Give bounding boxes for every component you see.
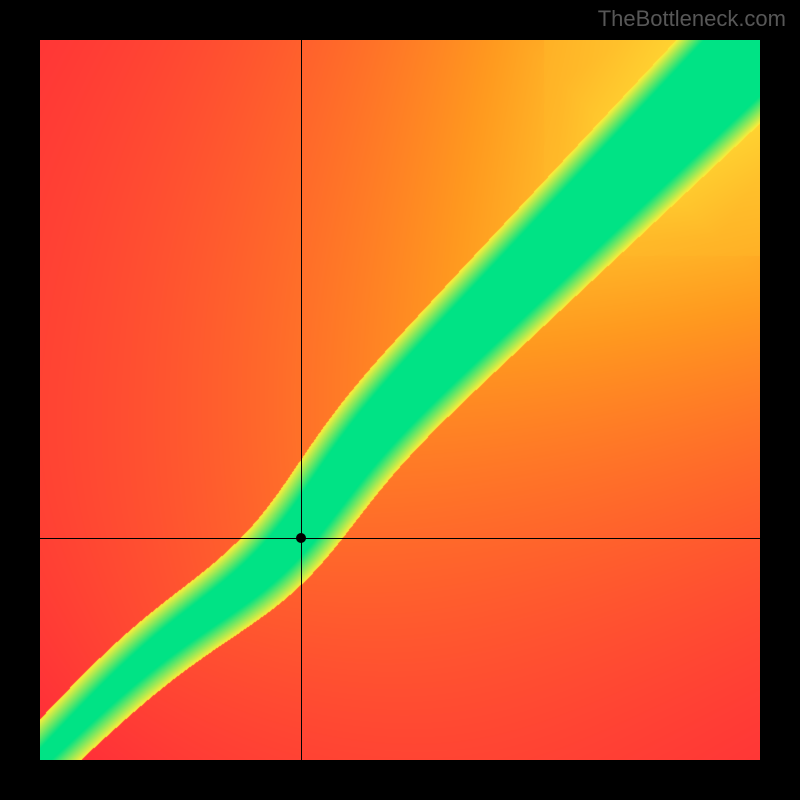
heatmap-plot <box>40 40 760 760</box>
crosshair-horizontal <box>40 538 760 539</box>
crosshair-marker <box>296 533 306 543</box>
chart-container: TheBottleneck.com <box>0 0 800 800</box>
watermark-text: TheBottleneck.com <box>598 6 786 32</box>
crosshair-vertical <box>301 40 302 760</box>
heatmap-canvas <box>40 40 760 760</box>
